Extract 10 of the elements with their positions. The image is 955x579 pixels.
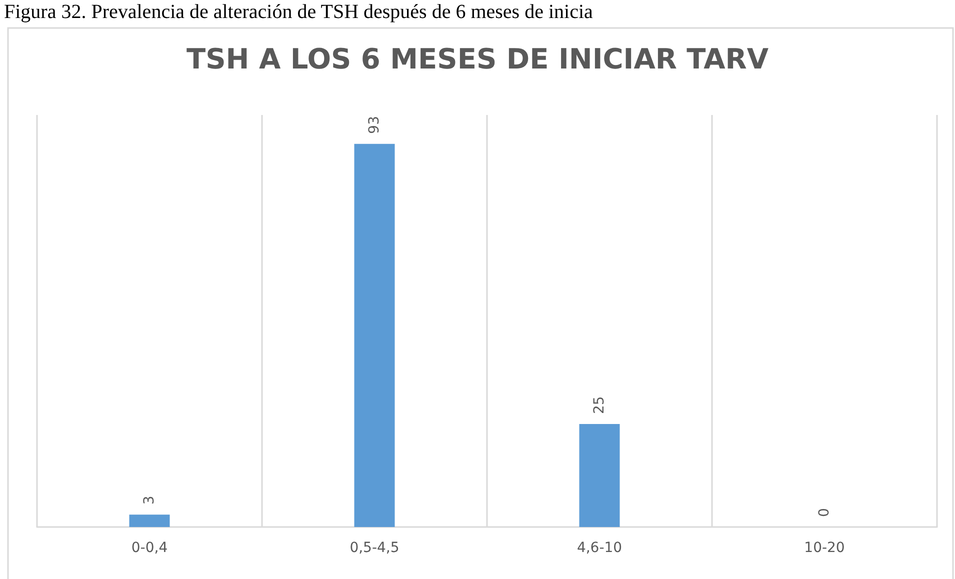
x-tick-label: 10-20: [804, 540, 845, 556]
x-tick-label: 0-0,4: [131, 540, 168, 556]
x-tick-label: 4,6-10: [576, 540, 622, 556]
chart-title: TSH A LOS 6 MESES DE INICIAR TARV: [186, 42, 769, 76]
text: Figura 32. Prevalencia de alteración de TSH después de 6 meses de inicia: [4, 1, 594, 23]
x-tick-label: 0,5-4,5: [350, 540, 400, 556]
data-label: 25: [592, 396, 608, 414]
data-label: 0: [816, 508, 832, 517]
data-label: 3: [142, 496, 158, 505]
data-label: 93: [366, 116, 382, 134]
